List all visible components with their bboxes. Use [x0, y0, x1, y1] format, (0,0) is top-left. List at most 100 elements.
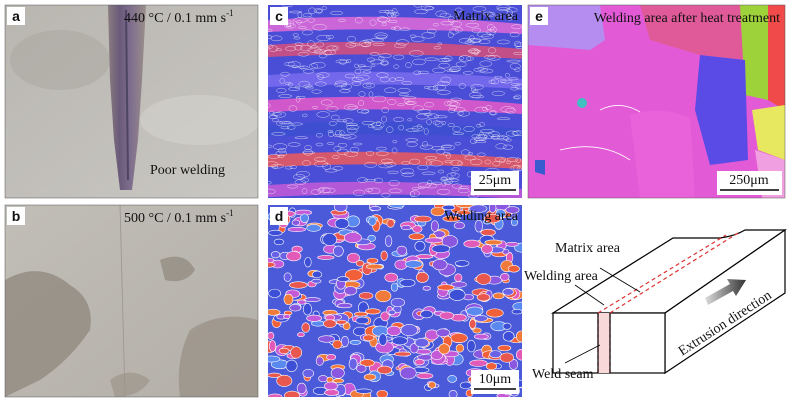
grain [507, 17, 514, 21]
grain [338, 59, 347, 65]
grain [418, 70, 430, 74]
grain [352, 142, 363, 146]
grain [445, 153, 451, 159]
grain [303, 84, 313, 88]
schematic-label: Matrix area [555, 241, 621, 256]
grain [447, 375, 457, 383]
grain [366, 83, 372, 88]
grain [457, 160, 463, 167]
grain [424, 156, 438, 160]
grain [346, 36, 357, 43]
grain [351, 77, 365, 82]
grain [511, 83, 521, 86]
grain [473, 333, 489, 340]
grain [283, 314, 291, 320]
grain [508, 77, 519, 81]
grain [370, 37, 385, 43]
grain [332, 166, 344, 171]
grain [324, 381, 338, 391]
condition-sup: -1 [226, 8, 234, 18]
grain [323, 50, 332, 56]
grain [347, 252, 360, 264]
grain [420, 310, 433, 319]
grain [440, 144, 455, 151]
grain [470, 86, 476, 93]
grain [417, 182, 431, 189]
grain [447, 123, 455, 127]
grain [355, 74, 370, 81]
grain [366, 57, 376, 62]
grain [437, 169, 445, 174]
grain [362, 334, 375, 342]
grain [330, 114, 340, 121]
grain [277, 154, 285, 158]
grain [471, 27, 481, 33]
grain [456, 210, 471, 215]
grain [476, 293, 491, 302]
grain [441, 121, 447, 125]
grain [300, 45, 312, 52]
grain [372, 95, 387, 103]
grain [452, 132, 465, 135]
grain [487, 55, 501, 61]
schematic-label: Weld seam [532, 367, 594, 382]
grain [454, 13, 460, 18]
grain [369, 206, 382, 211]
grain [389, 77, 396, 82]
grain [268, 96, 522, 114]
grain [289, 165, 297, 170]
grain [447, 31, 454, 38]
grain [336, 148, 349, 155]
grain [268, 103, 271, 108]
grain [394, 77, 405, 81]
grain [430, 206, 445, 217]
grain [427, 28, 437, 34]
grain [369, 19, 377, 26]
panel-title: Welding area [444, 209, 519, 224]
grain [438, 343, 450, 355]
grain [307, 40, 315, 47]
grain [432, 85, 439, 91]
grain [381, 107, 389, 114]
grain [362, 82, 376, 89]
grain [398, 93, 410, 96]
grain [268, 308, 281, 316]
grain [370, 122, 385, 129]
grain [294, 45, 303, 51]
grain [448, 16, 455, 23]
grain [482, 11, 495, 16]
grain [291, 122, 304, 126]
grain [414, 359, 425, 366]
grain [512, 96, 520, 99]
grain [434, 84, 447, 91]
grain [441, 57, 451, 62]
grain [304, 297, 321, 302]
grain [491, 134, 500, 140]
grain [268, 261, 276, 268]
grain [364, 161, 377, 168]
grain [344, 269, 363, 282]
grain [417, 109, 431, 114]
grain [386, 126, 394, 133]
grain [298, 26, 307, 29]
grain [349, 340, 362, 345]
grain [437, 284, 455, 291]
grain [502, 331, 515, 342]
grain [283, 121, 291, 125]
grain [287, 142, 301, 147]
grain [343, 232, 362, 244]
grain [349, 146, 360, 154]
grain [499, 352, 514, 363]
grain [334, 80, 348, 86]
grain [276, 87, 287, 93]
micrograph-a [5, 5, 258, 198]
grain [339, 135, 352, 139]
grain [290, 346, 303, 359]
grain [513, 41, 522, 48]
grain [358, 91, 366, 97]
ebsd-map-e [528, 5, 785, 198]
grain [432, 259, 448, 271]
grain [412, 58, 426, 66]
grain [288, 87, 301, 91]
grain [362, 70, 372, 74]
